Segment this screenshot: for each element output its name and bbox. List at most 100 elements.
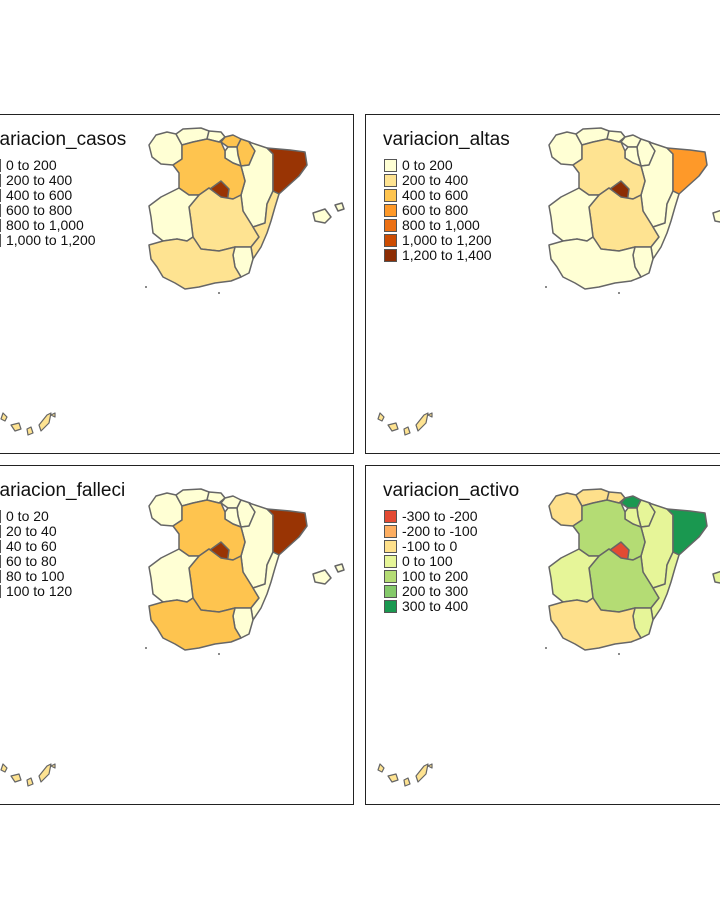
region-canarias xyxy=(377,412,433,436)
map-title: variacion_casos xyxy=(0,129,127,150)
region-melilla xyxy=(618,292,620,294)
legend-label: 400 to 600 xyxy=(6,187,73,203)
region-cantabria xyxy=(206,130,226,143)
legend-label: 200 to 400 xyxy=(402,172,469,188)
legend-label: 1,000 to 1,200 xyxy=(402,232,492,248)
region-baleares xyxy=(312,202,345,224)
canary-island xyxy=(387,422,399,432)
region-melilla xyxy=(218,292,220,294)
map-regions xyxy=(145,127,345,294)
map-legend: 0 to 20 20 to 40 40 to 60 60 to 80 80 to 100… xyxy=(0,509,72,599)
legend-label: 1,000 to 1,200 xyxy=(6,232,96,248)
region-ceuta xyxy=(145,286,147,288)
legend-item: 0 to 100 xyxy=(384,554,478,569)
legend-label: 0 to 20 xyxy=(6,508,49,524)
legend-label: 300 to 400 xyxy=(402,598,469,614)
canary-island xyxy=(50,763,56,769)
map-regions xyxy=(545,127,720,294)
legend-swatch xyxy=(384,219,397,232)
spain-map-activo xyxy=(377,488,720,787)
map-title: variacion_activo xyxy=(383,480,520,501)
region-baleares xyxy=(712,209,720,223)
region-ceuta xyxy=(545,286,547,288)
legend-swatch xyxy=(384,174,397,187)
region-canarias xyxy=(0,412,56,436)
region-cantabria xyxy=(606,130,626,143)
region-canarias xyxy=(377,763,433,787)
region-extremadura xyxy=(148,187,200,242)
legend-swatch xyxy=(384,234,397,247)
canary-island xyxy=(377,412,385,422)
legend-label: 1,200 to 1,400 xyxy=(402,247,492,263)
legend-item: 40 to 60 xyxy=(0,539,72,554)
canary-island xyxy=(0,763,8,773)
region-melilla xyxy=(618,653,620,655)
legend-item: 600 to 800 xyxy=(0,203,96,218)
legend-item: 400 to 600 xyxy=(0,188,96,203)
legend-swatch xyxy=(384,204,397,217)
legend-item: -100 to 0 xyxy=(384,539,478,554)
legend-item: 200 to 400 xyxy=(0,173,96,188)
legend-item: 0 to 200 xyxy=(384,158,492,173)
legend-item: 300 to 400 xyxy=(384,599,478,614)
spain-map-casos xyxy=(0,127,345,436)
canary-island xyxy=(10,422,22,432)
legend-item: 60 to 80 xyxy=(0,554,72,569)
canary-island xyxy=(377,763,385,773)
region-cataluna xyxy=(666,508,708,556)
map-panel-altas: variacion_altas 0 to 200 200 to 400 400 to… xyxy=(365,114,720,454)
legend-label: 200 to 400 xyxy=(6,172,73,188)
legend-swatch xyxy=(384,555,397,568)
legend-swatch xyxy=(384,600,397,613)
legend-label: 200 to 300 xyxy=(402,583,469,599)
legend-swatch xyxy=(384,585,397,598)
region-cantabria xyxy=(606,491,626,504)
legend-swatch xyxy=(0,204,1,217)
legend-item: 600 to 800 xyxy=(384,203,492,218)
legend-item: 20 to 40 xyxy=(0,524,72,539)
canary-island xyxy=(38,412,52,432)
region-melilla xyxy=(218,653,220,655)
region-extremadura xyxy=(548,548,600,603)
legend-item: 200 to 300 xyxy=(384,584,478,599)
map-regions xyxy=(145,488,345,655)
legend-swatch xyxy=(0,525,1,538)
legend-label: 100 to 120 xyxy=(6,583,73,599)
region-cataluna xyxy=(266,508,308,556)
legend-item: 0 to 20 xyxy=(0,509,72,524)
legend-item: 1,000 to 1,200 xyxy=(0,233,96,248)
legend-swatch xyxy=(384,540,397,553)
legend-label: 20 to 40 xyxy=(6,523,57,539)
legend-item: 100 to 200 xyxy=(384,569,478,584)
spain-map-altas xyxy=(377,127,720,436)
legend-label: 0 to 100 xyxy=(402,553,453,569)
region-baleares xyxy=(312,563,345,585)
legend-item: 1,000 to 1,200 xyxy=(384,233,492,248)
region-andalucia xyxy=(548,597,642,651)
legend-label: 800 to 1,000 xyxy=(6,217,84,233)
canary-island xyxy=(26,777,34,787)
legend-item: 1,200 to 1,400 xyxy=(384,248,492,263)
map-panel-falleci: variacion_falleci 0 to 20 20 to 40 40 to 6… xyxy=(0,465,354,805)
legend-swatch xyxy=(384,189,397,202)
map-title: variacion_falleci xyxy=(0,480,126,501)
canary-island xyxy=(427,412,433,418)
legend-item: 800 to 1,000 xyxy=(0,218,96,233)
canary-island xyxy=(10,773,22,783)
legend-swatch xyxy=(384,570,397,583)
region-andalucia xyxy=(148,597,242,651)
region-andalucia xyxy=(148,236,242,290)
legend-item: 80 to 100 xyxy=(0,569,72,584)
region-cataluna xyxy=(266,147,308,195)
map-legend: 0 to 200 200 to 400 400 to 600 600 to 800 80… xyxy=(384,158,492,263)
region-ceuta xyxy=(545,647,547,649)
legend-label: 600 to 800 xyxy=(6,202,73,218)
spain-map-falleci xyxy=(0,488,345,787)
legend-label: 40 to 60 xyxy=(6,538,57,554)
legend-item: 100 to 120 xyxy=(0,584,72,599)
canary-island xyxy=(26,426,34,436)
legend-swatch xyxy=(384,525,397,538)
region-andalucia xyxy=(548,236,642,290)
legend-swatch xyxy=(0,159,1,172)
